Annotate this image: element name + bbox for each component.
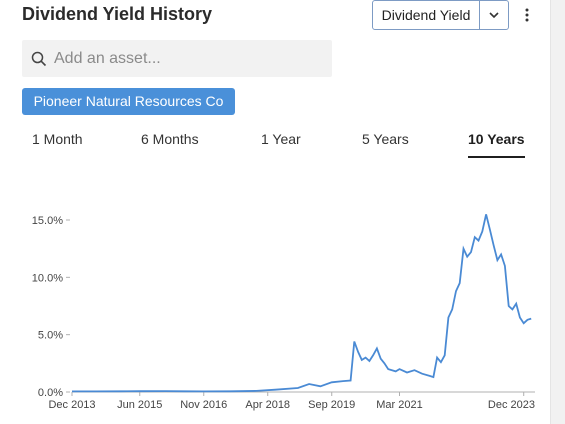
metric-dropdown[interactable]: Dividend Yield [372, 0, 509, 30]
page-title: Dividend Yield History [22, 4, 213, 24]
tab-6-months[interactable]: 6 Months [141, 131, 199, 147]
x-tick-label: Mar 2021 [376, 399, 422, 411]
x-tick-label: Nov 2016 [180, 399, 227, 411]
x-axis: Dec 2013 Jun 2015 Nov 2016 Apr 2018 Sep 2019… [48, 391, 535, 411]
page-scrollbar[interactable] [550, 0, 565, 424]
tab-1-month[interactable]: 1 Month [32, 131, 83, 147]
x-tick-label: Dec 2013 [48, 399, 95, 411]
dividend-yield-chart: 0.0% 5.0% 10.0% 15.0% Dec 2013 Jun 2015 Nov 2… [32, 214, 535, 411]
metric-dropdown-label: Dividend Yield [373, 1, 480, 29]
x-tick-label: Dec 2023 [488, 399, 535, 411]
y-tick-label: 10.0% [32, 272, 63, 284]
y-tick-label: 0.0% [38, 387, 63, 399]
x-tick-label: Jun 2015 [117, 399, 162, 411]
chevron-down-icon[interactable] [480, 1, 508, 29]
search-field[interactable] [22, 40, 332, 77]
time-range-tabs: 1 Month 6 Months 1 Year 5 Years 10 Years [0, 131, 550, 161]
kebab-menu-icon[interactable] [519, 6, 535, 24]
x-tick-label: Sep 2019 [308, 399, 355, 411]
series-line [72, 214, 532, 393]
asset-tag-button[interactable]: Pioneer Natural Resources Co [22, 88, 235, 115]
tab-1-year[interactable]: 1 Year [261, 131, 301, 147]
tab-5-years[interactable]: 5 Years [362, 131, 409, 147]
y-tick-label: 5.0% [38, 330, 63, 342]
x-tick-label: Apr 2018 [245, 399, 290, 411]
tab-10-years[interactable]: 10 Years [468, 131, 525, 158]
y-tick-label: 15.0% [32, 215, 63, 227]
search-input[interactable] [54, 49, 314, 68]
search-icon [22, 51, 52, 67]
y-axis: 0.0% 5.0% 10.0% 15.0% [32, 215, 70, 399]
